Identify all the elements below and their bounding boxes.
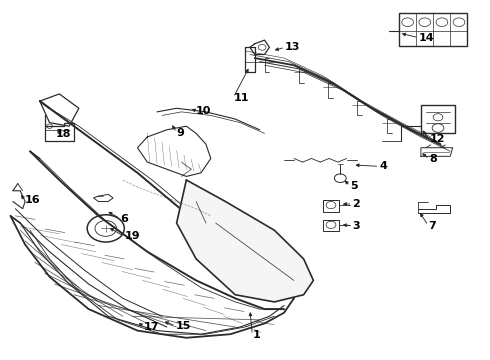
- Text: 7: 7: [428, 221, 436, 230]
- Bar: [323, 220, 339, 231]
- Text: 4: 4: [379, 161, 387, 171]
- Text: 10: 10: [196, 106, 212, 116]
- Text: 2: 2: [352, 199, 360, 209]
- Bar: [399, 13, 467, 45]
- Text: 5: 5: [350, 181, 358, 191]
- Text: 18: 18: [55, 129, 71, 139]
- Text: 11: 11: [233, 93, 249, 103]
- Text: 12: 12: [429, 135, 445, 144]
- Text: 13: 13: [285, 42, 300, 52]
- Polygon shape: [176, 180, 314, 302]
- Text: 17: 17: [144, 322, 159, 332]
- Text: 16: 16: [25, 195, 41, 206]
- Text: 14: 14: [418, 33, 434, 42]
- Text: 8: 8: [429, 154, 437, 164]
- Text: 15: 15: [175, 321, 191, 331]
- Text: 1: 1: [252, 330, 260, 340]
- Bar: [323, 200, 339, 212]
- Text: 9: 9: [176, 128, 184, 138]
- Text: 6: 6: [121, 214, 128, 224]
- Text: 3: 3: [352, 221, 360, 230]
- Text: 19: 19: [124, 231, 140, 241]
